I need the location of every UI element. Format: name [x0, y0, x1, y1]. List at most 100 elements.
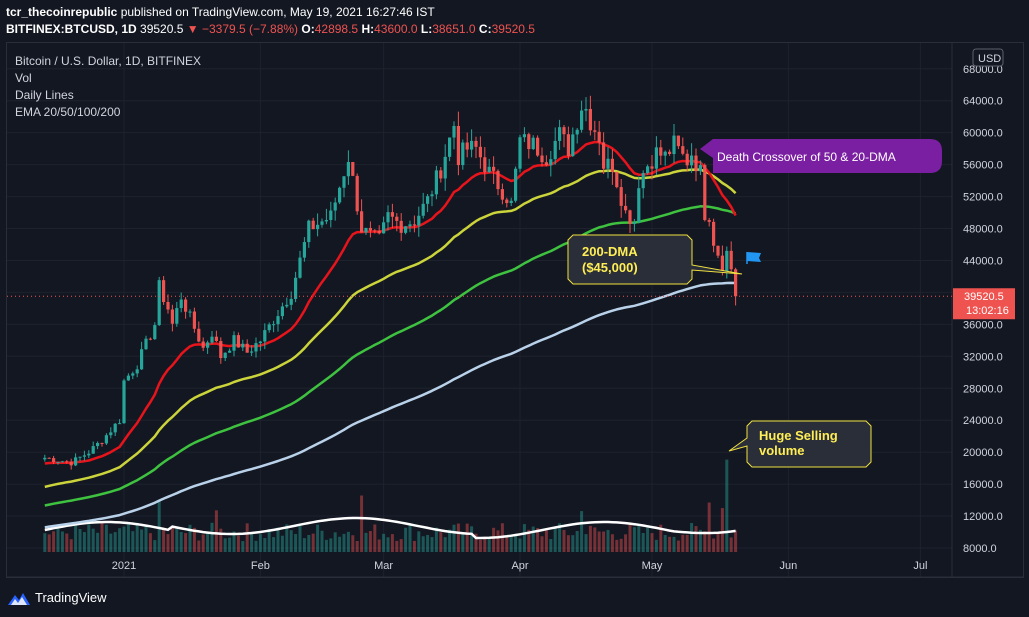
candle-body — [298, 257, 302, 278]
legend-daily-lines[interactable]: Daily Lines — [15, 88, 74, 102]
candle-body — [417, 215, 421, 226]
candle — [311, 217, 315, 230]
volume-bar — [175, 526, 179, 552]
candle — [615, 171, 619, 189]
candle-body — [78, 456, 82, 458]
candle-body — [729, 250, 733, 270]
candle-body — [245, 343, 249, 353]
candle-body — [210, 336, 214, 343]
candle-body — [518, 137, 522, 169]
candle — [518, 134, 522, 173]
candle-body — [536, 137, 540, 156]
legend-volume[interactable]: Vol — [15, 71, 32, 85]
candle-body — [263, 330, 267, 342]
legend-title[interactable]: Bitcoin / U.S. Dollar, 1D, BITFINEX — [15, 54, 202, 68]
candle-body — [540, 155, 544, 163]
volume-bar — [56, 524, 60, 552]
candle — [386, 205, 390, 231]
candle — [82, 450, 86, 461]
volume-bar — [729, 537, 733, 552]
volume-bar — [245, 523, 249, 552]
candle — [258, 340, 262, 351]
candle — [443, 144, 447, 191]
candle — [118, 419, 122, 425]
candle-body — [566, 134, 570, 157]
candle — [302, 237, 306, 262]
volume-bar — [267, 529, 271, 552]
candle — [404, 226, 408, 235]
volume-bar — [456, 523, 460, 552]
candle — [236, 332, 240, 348]
candle-body — [188, 311, 192, 313]
candle-body — [179, 299, 183, 309]
candle — [78, 456, 82, 462]
candle — [298, 250, 302, 279]
candle-body — [412, 224, 416, 226]
candle-body — [483, 157, 487, 173]
candle-body — [100, 442, 104, 444]
volume-bar — [100, 523, 104, 552]
candle-body — [377, 230, 381, 234]
volume-bar — [144, 525, 148, 552]
candle — [509, 197, 513, 207]
candle-body — [109, 432, 113, 436]
candle — [162, 276, 166, 305]
candle — [439, 167, 443, 183]
volume-bar — [720, 508, 724, 552]
candle — [624, 193, 628, 214]
candle-body — [720, 255, 724, 272]
candle-body — [663, 151, 667, 156]
legend-ema[interactable]: EMA 20/50/100/200 — [15, 105, 121, 119]
candle — [496, 169, 500, 196]
candle — [333, 197, 337, 221]
volume-bar — [540, 536, 544, 552]
candle — [483, 147, 487, 182]
publisher-username[interactable]: tcr_thecoinrepublic — [6, 5, 118, 19]
candle-body — [65, 461, 69, 463]
candle — [399, 213, 403, 241]
volume-bar — [470, 526, 474, 552]
candle-body — [672, 135, 676, 155]
tradingview-footer[interactable]: TradingView — [8, 590, 107, 605]
candle-body — [549, 159, 553, 166]
candle-body — [646, 166, 650, 174]
volume-bar — [298, 525, 302, 552]
volume-bar — [324, 539, 328, 552]
candle — [320, 218, 324, 228]
volume-bar — [280, 535, 284, 552]
volume-bar — [712, 538, 716, 552]
candle-body — [87, 453, 91, 456]
candle — [56, 461, 60, 465]
candle — [289, 291, 293, 311]
candle — [184, 297, 188, 319]
candle-body — [676, 135, 680, 147]
volume-bar — [654, 539, 658, 552]
volume-bar — [184, 533, 188, 552]
volume-bar — [320, 530, 324, 552]
candle-body — [214, 336, 218, 342]
candle — [232, 331, 236, 357]
candle — [390, 203, 394, 228]
candle-body — [368, 227, 372, 231]
candle-body — [144, 338, 148, 350]
volume-bar — [140, 529, 144, 552]
candle-body — [355, 175, 359, 212]
volume-bar — [487, 538, 491, 552]
volume-bar — [69, 539, 73, 552]
volume-bar — [659, 524, 663, 552]
candle-body — [223, 352, 227, 359]
volume-bar — [263, 538, 267, 552]
volume-bar — [606, 529, 610, 552]
tradingview-brand: TradingView — [35, 590, 107, 605]
candle-body — [166, 302, 170, 310]
candle — [245, 339, 249, 353]
candle — [206, 340, 210, 354]
candle — [263, 323, 267, 350]
volume-bar — [628, 524, 632, 552]
candle-body — [272, 324, 276, 326]
candle — [646, 164, 650, 175]
volume-callout-line1: Huge Selling — [759, 428, 838, 443]
candle — [338, 186, 342, 205]
candle-body — [382, 222, 386, 234]
